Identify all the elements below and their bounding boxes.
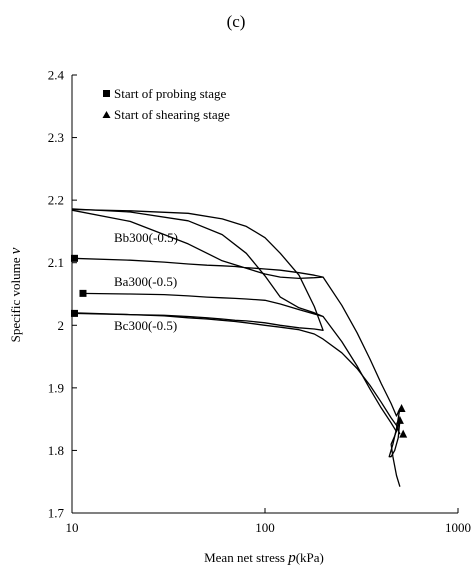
y-tick-label: 2.3	[48, 130, 64, 145]
shearing-point	[399, 429, 408, 438]
y-axis-label: Specific volume v	[8, 247, 24, 342]
series-line-3	[71, 208, 324, 331]
y-axis-label-symbol: v	[8, 247, 24, 254]
series-line-4	[71, 312, 401, 435]
legend-label-shearing: Start of shearing stage	[114, 107, 230, 122]
probing-point	[79, 289, 87, 297]
series-line-1	[71, 209, 324, 280]
legend-marker-square	[103, 90, 110, 97]
legend-label-probing: Start of probing stage	[114, 86, 227, 101]
series-line-2	[71, 208, 324, 318]
x-axis-label-unit: (kPa)	[296, 550, 324, 565]
series-line-5	[322, 276, 401, 458]
y-tick-label: 2	[58, 318, 65, 333]
y-tick-label: 2.1	[48, 255, 64, 270]
x-ticks: 10 100 1000	[66, 508, 471, 535]
y-ticks: 1.7 1.8 1.9 2 2.1 2.2 2.3 2.4	[48, 68, 77, 521]
x-tick-label: 1000	[445, 520, 471, 535]
y-tick-label: 2.2	[48, 193, 64, 208]
markers-layer	[70, 254, 408, 438]
series-line-6	[322, 316, 401, 487]
y-tick-label: 1.9	[48, 380, 64, 395]
y-tick-label: 2.4	[48, 68, 65, 83]
y-tick-label: 1.7	[48, 506, 65, 521]
x-tick-label: 100	[255, 520, 275, 535]
svg-text:Specific volume v: Specific volume v	[8, 247, 24, 342]
svg-text:Mean net stress p(kPa): Mean net stress p(kPa)	[204, 550, 324, 566]
y-axis-label-text: Specific volume	[8, 257, 23, 342]
annotation-ba300: Ba300(-0.5)	[114, 274, 177, 289]
probing-point	[70, 309, 78, 317]
legend: Start of probing stage Start of shearing…	[102, 86, 230, 122]
y-tick-label: 1.8	[48, 443, 64, 458]
x-tick-label: 10	[66, 520, 79, 535]
x-axis-label-symbol: p	[287, 550, 296, 566]
x-axis-label: Mean net stress p(kPa)	[204, 550, 324, 566]
panel-label: (c)	[227, 12, 246, 31]
annotation-bc300: Bc300(-0.5)	[114, 318, 177, 333]
series-layer	[71, 208, 401, 487]
x-axis-label-text: Mean net stress	[204, 550, 285, 565]
shearing-point	[395, 415, 404, 424]
legend-marker-triangle	[102, 111, 111, 118]
annotation-bb300: Bb300(-0.5)	[114, 230, 178, 245]
probing-point	[70, 254, 78, 262]
shearing-point	[397, 404, 406, 413]
